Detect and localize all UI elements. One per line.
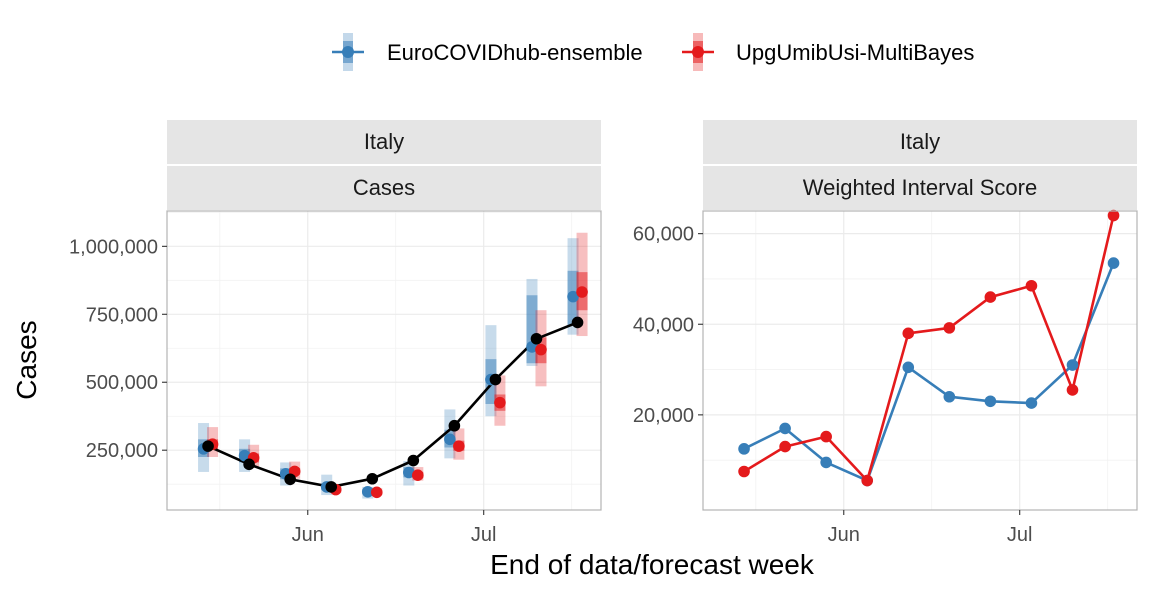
ensemble-inner-interval <box>526 295 538 364</box>
wis-y-axis: 20,000 40,000 60,000 <box>633 224 703 427</box>
right-y-tick-label: 40,000 <box>633 314 694 336</box>
ensemble-median-point <box>444 433 456 446</box>
left-y-tick-label: 250,000 <box>86 440 158 462</box>
ensemble-wis-point <box>984 395 997 408</box>
ensemble-wis-point <box>1107 257 1120 269</box>
ensemble-wis-point <box>1025 397 1038 409</box>
multibayes-wis-point <box>902 327 915 340</box>
observed-cases-point <box>325 481 338 493</box>
observed-cases-point <box>202 440 214 452</box>
observed-cases-point <box>489 373 502 386</box>
right-strip-top <box>703 120 1137 164</box>
left-strip-bottom-label: Cases <box>353 175 415 200</box>
multibayes-median-point <box>494 396 506 409</box>
legend: EuroCOVIDhub-ensemble UpgUmibUsi-MultiBa… <box>332 33 974 71</box>
multibayes-wis-point <box>943 322 956 334</box>
left-x-tick-label: Jul <box>471 524 497 546</box>
multibayes-median-point <box>453 440 465 452</box>
cases-points <box>197 286 588 499</box>
multibayes-wis-point <box>984 291 997 303</box>
ensemble-wis-line <box>743 262 1115 482</box>
wis-panel-border <box>702 210 1138 511</box>
left-panel-strips: Italy Cases <box>167 120 601 210</box>
ensemble-median-point <box>567 290 579 303</box>
cases-panel-border <box>166 210 602 511</box>
wis-panel: 20,000 40,000 60,000 Jun Jul <box>633 209 1138 546</box>
multibayes-median-point <box>370 486 383 499</box>
wis-x-axis: Jun Jul <box>828 510 1033 546</box>
multibayes-wis-line <box>743 215 1115 482</box>
observed-cases-point <box>530 332 543 345</box>
observed-cases-point <box>571 316 584 329</box>
ensemble-median-point <box>361 485 374 498</box>
ensemble-median-point <box>403 466 415 479</box>
ensemble-wis-point <box>1066 359 1079 371</box>
cases-x-axis: Jun Jul <box>292 510 497 546</box>
right-strip-top-label: Italy <box>900 129 940 154</box>
legend-label-multibayes: UpgUmibUsi-MultiBayes <box>736 40 974 65</box>
legend-label-ensemble: EuroCOVIDhub-ensemble <box>387 40 643 65</box>
wis-grid <box>703 211 1137 510</box>
x-axis-title: End of data/forecast week <box>490 549 815 580</box>
observed-cases-point <box>407 454 420 467</box>
right-y-tick-label: 60,000 <box>633 224 694 246</box>
left-y-tick-label: 500,000 <box>86 372 158 394</box>
right-strip-bottom-label: Weighted Interval Score <box>803 175 1037 200</box>
ensemble-median-point <box>238 449 251 462</box>
ensemble-wis-point <box>902 361 915 374</box>
left-x-tick-label: Jun <box>292 524 324 546</box>
ensemble-wis-point <box>943 390 956 403</box>
left-y-tick-label: 1,000,000 <box>69 236 158 258</box>
multibayes-median-point <box>576 286 588 298</box>
multibayes-median-point <box>535 343 547 356</box>
legend-key-ensemble <box>332 33 364 71</box>
ensemble-wis-point <box>820 456 832 469</box>
right-x-tick-label: Jun <box>828 524 860 546</box>
cases-lines <box>207 321 578 489</box>
left-strip-top <box>167 120 601 164</box>
left-y-tick-label: 750,000 <box>86 304 158 326</box>
ensemble-wis-point <box>738 443 750 455</box>
observed-cases-point <box>448 419 461 432</box>
wis-lines <box>743 215 1115 482</box>
right-y-tick-label: 20,000 <box>633 405 694 427</box>
multibayes-wis-point <box>1107 209 1120 222</box>
right-x-tick-label: Jul <box>1007 524 1033 546</box>
observed-cases-point <box>366 472 379 485</box>
cases-y-axis: 250,000 500,000 750,000 1,000,000 <box>69 236 167 462</box>
multibayes-wis-point <box>1066 384 1079 396</box>
observed-cases-line <box>207 321 578 489</box>
legend-key-multibayes <box>682 33 714 71</box>
observed-cases-point <box>243 458 255 471</box>
legend-multibayes-point <box>692 46 704 58</box>
right-strip-bottom <box>703 166 1137 210</box>
wis-points <box>738 209 1120 487</box>
multibayes-median-point <box>412 469 424 482</box>
multibayes-wis-point <box>861 474 874 487</box>
ensemble-wis-point <box>779 422 791 435</box>
y-axis-title: Cases <box>11 320 42 399</box>
right-panel-strips: Italy Weighted Interval Score <box>703 120 1137 210</box>
observed-cases-point <box>284 473 296 486</box>
multibayes-wis-point <box>779 440 791 453</box>
left-strip-bottom <box>167 166 601 210</box>
cases-panel: 250,000 500,000 750,000 1,000,000 Jun Jul <box>69 210 602 546</box>
left-strip-top-label: Italy <box>364 129 404 154</box>
multibayes-wis-point <box>1025 279 1038 292</box>
multibayes-wis-point <box>738 465 750 478</box>
legend-ensemble-point <box>342 46 354 58</box>
multibayes-wis-point <box>820 430 832 443</box>
